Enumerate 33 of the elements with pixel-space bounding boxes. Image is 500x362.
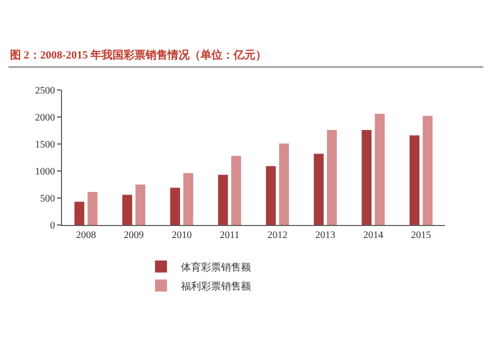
bar xyxy=(88,192,98,225)
x-tick-label: 2009 xyxy=(124,230,144,241)
bar xyxy=(362,130,372,225)
bar xyxy=(314,154,324,225)
bar xyxy=(410,135,420,225)
bar xyxy=(374,114,385,225)
y-tick-label: 2000 xyxy=(35,112,55,124)
bar xyxy=(74,202,84,225)
bar xyxy=(279,143,289,225)
x-tick-label: 2014 xyxy=(363,230,384,241)
y-tick-label: 1000 xyxy=(35,166,55,178)
bar xyxy=(183,173,194,225)
bar xyxy=(422,116,433,225)
x-tick-label: 2012 xyxy=(267,230,288,241)
bar xyxy=(122,194,132,225)
x-tick-label: 2010 xyxy=(172,230,192,241)
bar xyxy=(326,130,337,225)
x-tick-label: 2013 xyxy=(315,230,336,241)
y-tick-label: 500 xyxy=(40,194,55,204)
x-tick-label: 2015 xyxy=(411,230,432,241)
bar xyxy=(135,184,146,225)
y-tick-label: 1500 xyxy=(35,140,55,150)
bar xyxy=(266,166,276,225)
bar xyxy=(170,188,180,225)
legend-label: 福利彩票销售额 xyxy=(181,280,251,292)
y-tick-label: 2500 xyxy=(35,86,55,96)
x-tick-label: 2008 xyxy=(76,230,96,241)
legend-label: 体育彩票销售额 xyxy=(181,261,251,274)
bar xyxy=(231,156,242,225)
x-tick-label: 2011 xyxy=(220,230,240,241)
bar xyxy=(218,174,228,225)
y-tick-label: 0 xyxy=(50,220,55,232)
chart-title: 图 2：2008-2015 年我国彩票销售情况（单位：亿元） xyxy=(10,48,267,62)
